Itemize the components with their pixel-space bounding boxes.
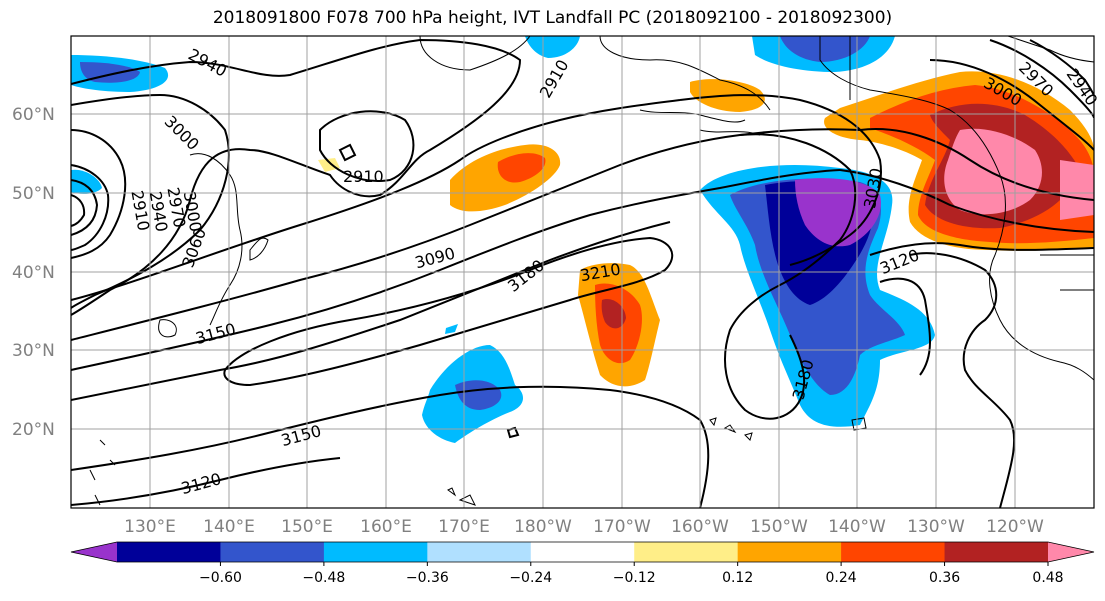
lat-label: 60°N <box>12 105 55 125</box>
colorbar-swatch <box>220 542 325 562</box>
map-frame <box>70 35 1095 509</box>
lat-label: 20°N <box>12 420 55 440</box>
colorbar-swatch <box>737 542 842 562</box>
lon-label: 160°E <box>360 517 412 537</box>
colorbar-swatch <box>841 542 946 562</box>
lon-label: 140°W <box>828 517 886 537</box>
colorbar-tick-label: −0.12 <box>613 570 656 586</box>
colorbar-extend-low <box>71 542 117 562</box>
negative-ivt-shading <box>71 36 935 443</box>
lon-label: 130°W <box>907 517 965 537</box>
lon-label: 160°W <box>671 517 729 537</box>
contour-label: 2910 <box>343 167 384 186</box>
colorbar-swatch <box>323 542 428 562</box>
lat-label: 50°N <box>12 184 55 204</box>
lon-label: 130°E <box>124 517 176 537</box>
lon-label: 170°W <box>593 517 651 537</box>
colorbar-swatch <box>530 542 635 562</box>
colorbar-swatch <box>634 542 739 562</box>
colorbar-tick-label: 0.24 <box>826 570 857 586</box>
colorbar-outline <box>70 541 1095 563</box>
latitude-labels: 60°N 50°N 40°N 30°N 20°N <box>12 105 55 440</box>
colorbar-tick-label: −0.48 <box>302 570 345 586</box>
colorbar-swatch <box>427 542 532 562</box>
colorbar-extend-high <box>1048 542 1094 562</box>
colorbar-tick-label: 0.36 <box>929 570 960 586</box>
colorbar-tick-label: 0.48 <box>1032 570 1063 586</box>
lon-label: 120°W <box>986 517 1044 537</box>
figure-title: 2018091800 F078 700 hPa height, IVT Land… <box>212 8 893 28</box>
colorbar-swatch <box>117 542 221 562</box>
lon-label: 180°W <box>514 517 572 537</box>
graticule <box>71 36 1094 508</box>
colorbar: −0.60 −0.48 −0.36 −0.24 −0.12 0.12 0.24 0.36 0.4… <box>70 541 1095 586</box>
lon-label: 150°E <box>281 517 333 537</box>
lon-label: 150°W <box>750 517 808 537</box>
longitude-labels: 130°E 140°E 150°E 160°E 170°E 180°W 170°… <box>124 517 1044 537</box>
coastlines <box>89 36 1094 506</box>
colorbar-tick-label: 0.12 <box>722 570 753 586</box>
lon-label: 170°E <box>438 517 490 537</box>
lat-label: 30°N <box>12 341 55 361</box>
colorbar-swatch <box>944 542 1049 562</box>
lat-label: 40°N <box>12 263 55 283</box>
colorbar-tick-label: −0.60 <box>199 570 242 586</box>
lon-label: 140°E <box>203 517 255 537</box>
colorbar-tick-label: −0.36 <box>406 570 449 586</box>
colorbar-tick-label: −0.24 <box>509 570 552 586</box>
